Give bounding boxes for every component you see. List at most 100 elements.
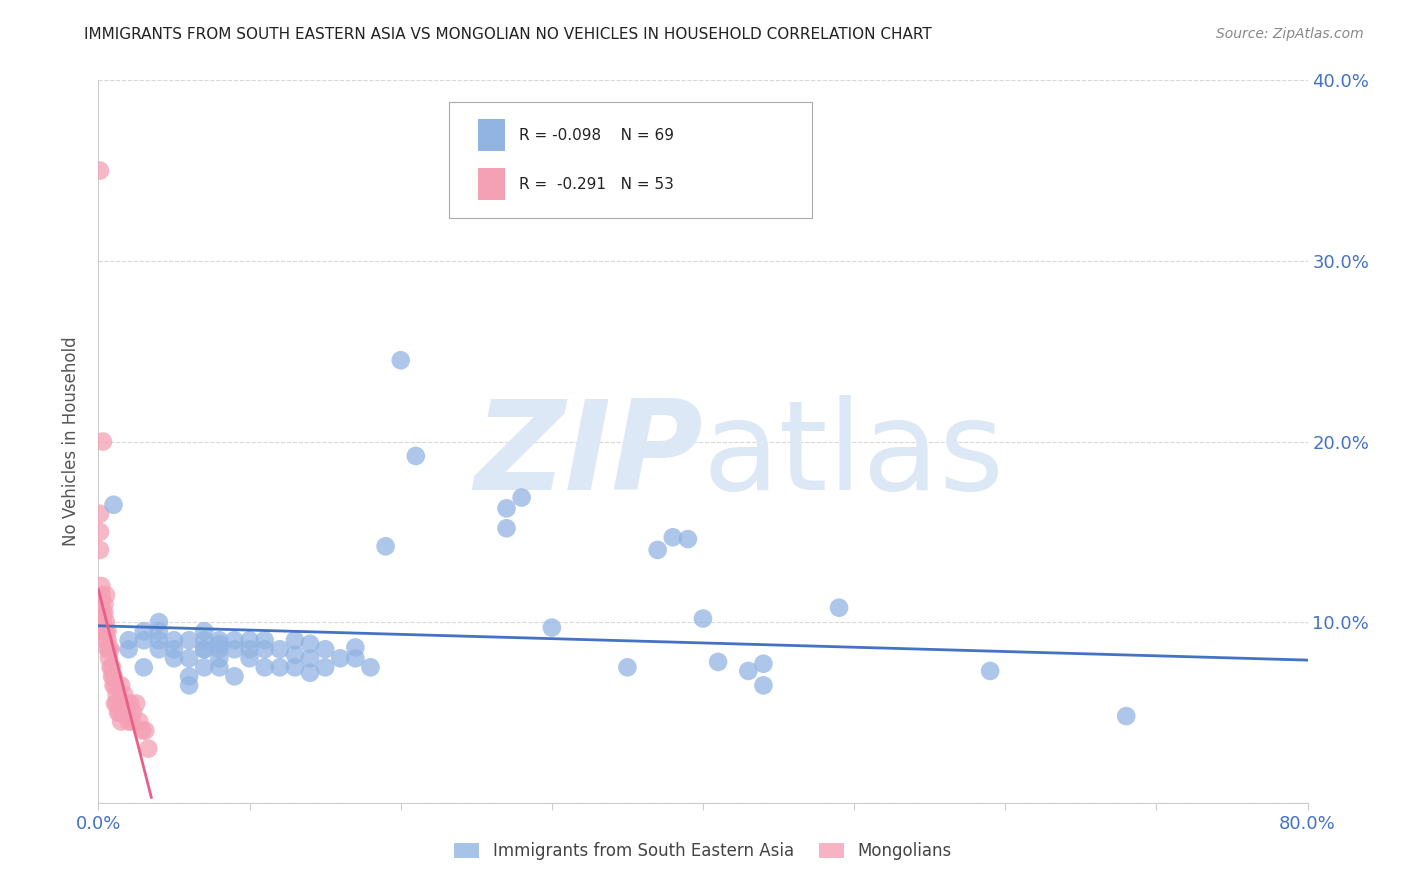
Point: [118, 642, 141, 657]
Point: [344, 651, 367, 665]
Point: [208, 642, 231, 657]
Point: [91, 434, 114, 449]
Point: [89, 163, 111, 178]
Point: [979, 664, 1001, 678]
Point: [96, 642, 118, 657]
Point: [299, 651, 322, 665]
Point: [193, 642, 215, 657]
Text: atlas: atlas: [703, 395, 1005, 516]
Point: [134, 723, 156, 738]
Point: [128, 714, 150, 729]
Point: [208, 660, 231, 674]
Point: [344, 640, 367, 655]
Point: [100, 642, 122, 657]
Point: [828, 600, 851, 615]
Point: [89, 507, 111, 521]
Point: [103, 498, 125, 512]
Point: [96, 633, 118, 648]
Point: [105, 687, 128, 701]
Point: [98, 642, 121, 657]
Point: [179, 651, 201, 665]
Point: [314, 660, 336, 674]
Point: [661, 530, 683, 544]
Point: [90, 588, 112, 602]
Text: R = -0.098    N = 69: R = -0.098 N = 69: [519, 128, 675, 143]
Point: [93, 597, 115, 611]
Point: [94, 615, 117, 630]
Legend: Immigrants from South Eastern Asia, Mongolians: Immigrants from South Eastern Asia, Mong…: [449, 836, 957, 867]
Point: [148, 624, 170, 639]
Point: [253, 660, 276, 674]
Point: [193, 642, 215, 657]
Y-axis label: No Vehicles in Household: No Vehicles in Household: [62, 336, 80, 547]
Point: [131, 723, 153, 738]
Point: [284, 660, 307, 674]
Point: [103, 669, 125, 683]
Point: [101, 669, 124, 683]
Point: [89, 542, 111, 557]
Point: [540, 621, 562, 635]
Point: [118, 714, 141, 729]
Point: [314, 642, 336, 657]
Point: [115, 697, 138, 711]
Point: [114, 706, 136, 720]
Point: [108, 706, 131, 720]
Point: [103, 678, 125, 692]
Point: [94, 633, 117, 648]
Point: [253, 642, 276, 657]
Point: [90, 579, 112, 593]
Point: [224, 669, 246, 683]
Point: [104, 678, 127, 692]
Point: [136, 741, 159, 756]
Point: [299, 637, 322, 651]
Point: [90, 597, 112, 611]
Point: [329, 651, 352, 665]
Point: [253, 633, 276, 648]
Point: [616, 660, 638, 674]
Point: [118, 633, 141, 648]
FancyBboxPatch shape: [478, 169, 505, 200]
Point: [101, 660, 124, 674]
Point: [495, 501, 517, 516]
Text: IMMIGRANTS FROM SOUTH EASTERN ASIA VS MONGOLIAN NO VEHICLES IN HOUSEHOLD CORRELA: IMMIGRANTS FROM SOUTH EASTERN ASIA VS MO…: [84, 27, 932, 42]
Point: [104, 697, 127, 711]
Point: [112, 697, 135, 711]
Point: [90, 615, 112, 630]
Point: [94, 624, 117, 639]
Point: [91, 624, 114, 639]
Point: [208, 633, 231, 648]
Point: [93, 606, 115, 620]
Point: [98, 651, 121, 665]
Point: [111, 706, 134, 720]
Point: [1115, 709, 1137, 723]
Point: [132, 660, 155, 674]
Text: Source: ZipAtlas.com: Source: ZipAtlas.com: [1216, 27, 1364, 41]
Point: [208, 651, 231, 665]
Point: [239, 633, 262, 648]
Point: [132, 633, 155, 648]
Point: [107, 706, 129, 720]
Point: [269, 660, 291, 674]
Point: [284, 648, 307, 662]
Point: [120, 697, 142, 711]
Point: [163, 651, 186, 665]
Point: [284, 633, 307, 648]
Point: [374, 539, 396, 553]
Point: [105, 697, 128, 711]
Point: [90, 606, 112, 620]
Point: [676, 532, 699, 546]
Point: [148, 615, 170, 630]
Point: [125, 697, 148, 711]
Point: [193, 624, 215, 639]
Point: [89, 524, 111, 539]
Point: [360, 660, 382, 674]
Point: [269, 642, 291, 657]
Point: [510, 491, 533, 505]
Point: [110, 678, 132, 692]
Point: [179, 678, 201, 692]
Point: [239, 642, 262, 657]
Point: [110, 714, 132, 729]
FancyBboxPatch shape: [478, 120, 505, 151]
Point: [224, 642, 246, 657]
Point: [148, 642, 170, 657]
